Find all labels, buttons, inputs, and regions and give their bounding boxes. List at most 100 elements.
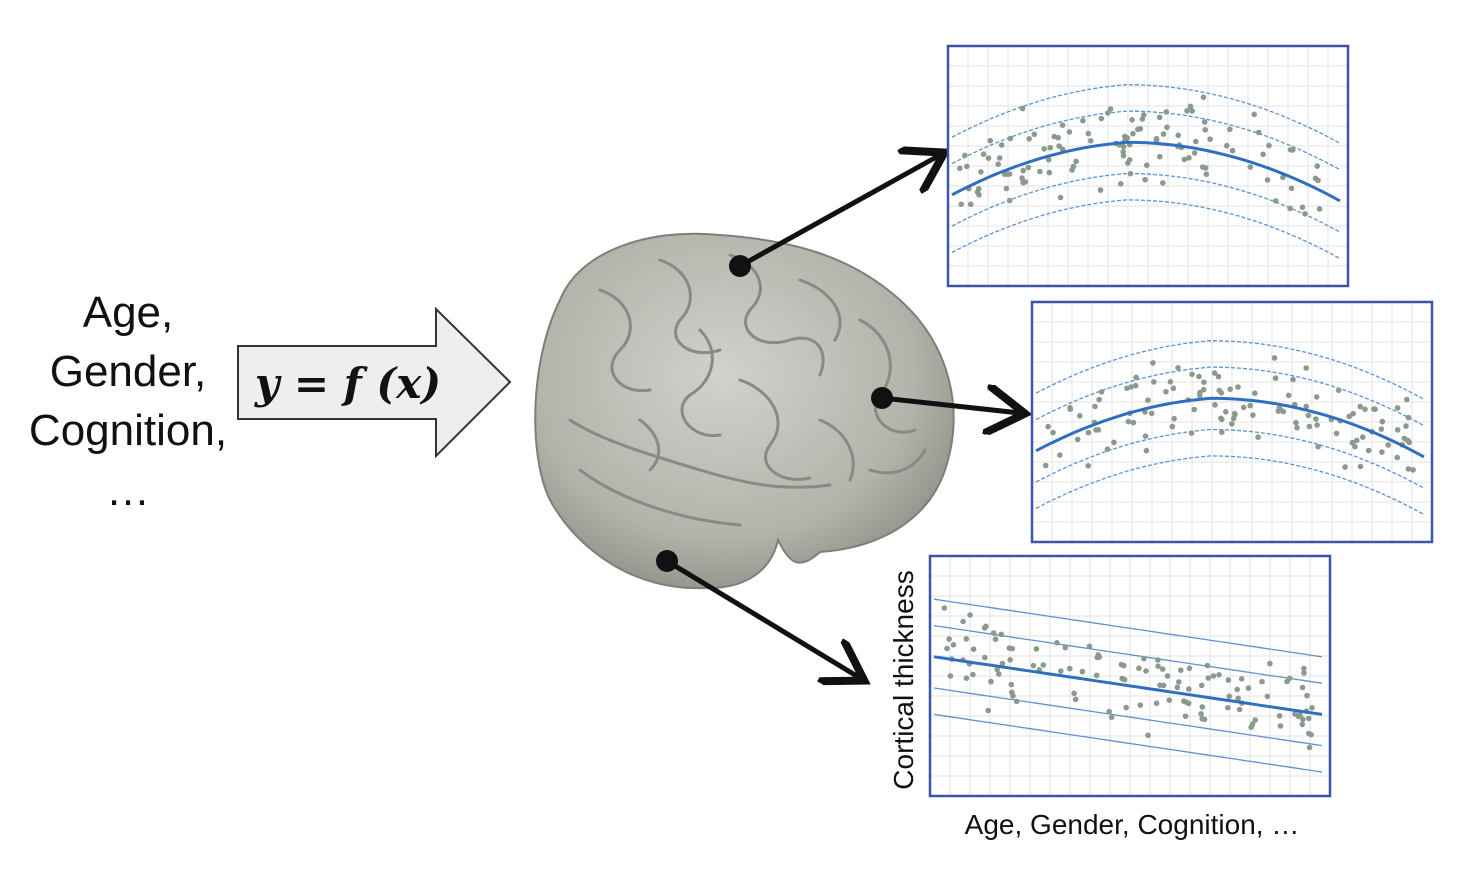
data-point [1157,682,1163,688]
data-point [1219,429,1225,436]
data-point [1202,127,1208,133]
data-point [1224,142,1230,149]
data-point [1120,143,1127,150]
data-point [1120,152,1127,159]
data-point [1284,678,1290,685]
data-point [1033,646,1040,652]
data-point [1335,387,1342,394]
data-point [992,636,999,642]
data-point [1159,666,1166,672]
data-point [1040,662,1047,668]
data-point [1287,205,1293,212]
plot-bottom [928,554,1332,798]
data-point [998,142,1005,148]
data-point [1106,708,1112,715]
data-point [1069,167,1075,173]
plot-middle [1030,300,1434,544]
data-point [1008,681,1015,688]
data-point [1410,467,1416,473]
data-point [1166,697,1173,703]
data-point [1105,110,1111,116]
data-point [1121,662,1127,669]
data-point [1204,662,1211,669]
data-point [1240,404,1247,411]
brain-outline [534,232,955,590]
data-point [1259,678,1265,685]
data-point [1085,130,1092,137]
data-point [1225,704,1231,711]
data-point [981,625,988,631]
data-point [1077,413,1083,419]
plot-frame [1030,300,1434,544]
data-point [1350,410,1356,417]
data-point [1145,732,1151,739]
data-point [970,646,977,652]
data-point [1260,151,1266,158]
data-point [1301,665,1307,672]
data-point [1178,667,1184,673]
data-point [1157,153,1163,160]
data-point [1176,679,1182,685]
data-point [1080,117,1086,124]
data-point [1141,655,1147,662]
data-point [1042,462,1049,469]
covariate-ellipsis: … [106,466,150,515]
data-point [990,630,997,636]
arrow-to-middle-plot [881,398,1020,413]
data-point [1160,180,1166,186]
data-point [1104,446,1111,453]
data-point [1255,129,1262,136]
data-point [958,201,964,208]
data-point [1234,686,1240,693]
data-point [1346,413,1352,420]
data-point [1127,170,1134,177]
data-point [1136,665,1142,672]
data-point [1047,144,1053,151]
data-point [1304,692,1310,699]
data-point [1074,436,1081,443]
data-point [1118,181,1124,187]
data-point [1031,131,1038,138]
data-point [1333,430,1340,437]
data-point [957,165,963,172]
data-point [1235,695,1241,702]
data-point [1198,682,1205,689]
data-point [1186,686,1192,692]
data-point [1142,176,1148,183]
mean-fit-line [951,140,1341,203]
data-point [1045,423,1051,430]
data-point [1294,425,1300,431]
data-point [1303,365,1309,371]
data-point [1175,365,1181,371]
data-point [1189,371,1195,378]
data-point [1108,714,1115,721]
data-point [1212,402,1218,408]
data-point [1133,374,1139,381]
data-point [985,707,991,714]
data-point [1314,163,1320,169]
data-point [1308,731,1314,738]
data-point [1098,389,1105,395]
data-point [1299,204,1306,211]
data-point [1067,406,1074,413]
data-point [1385,442,1391,448]
data-point [1155,657,1161,663]
data-point [1394,405,1401,411]
data-point [1086,643,1093,650]
data-point [1394,427,1401,433]
data-point [1290,376,1296,383]
data-point [1030,662,1037,669]
data-point [998,631,1004,638]
covariate-gender: Gender, [50,347,207,396]
x-axis-label: Age, Gender, Cognition, … [965,809,1300,840]
data-point [1379,418,1386,425]
data-point [1130,130,1136,137]
data-point [1223,409,1229,415]
data-point [941,605,948,611]
data-point [1229,147,1236,154]
data-point [1280,408,1287,415]
data-point [1164,124,1170,131]
data-point [962,152,968,159]
data-point [1020,179,1026,186]
data-point [1219,416,1225,423]
